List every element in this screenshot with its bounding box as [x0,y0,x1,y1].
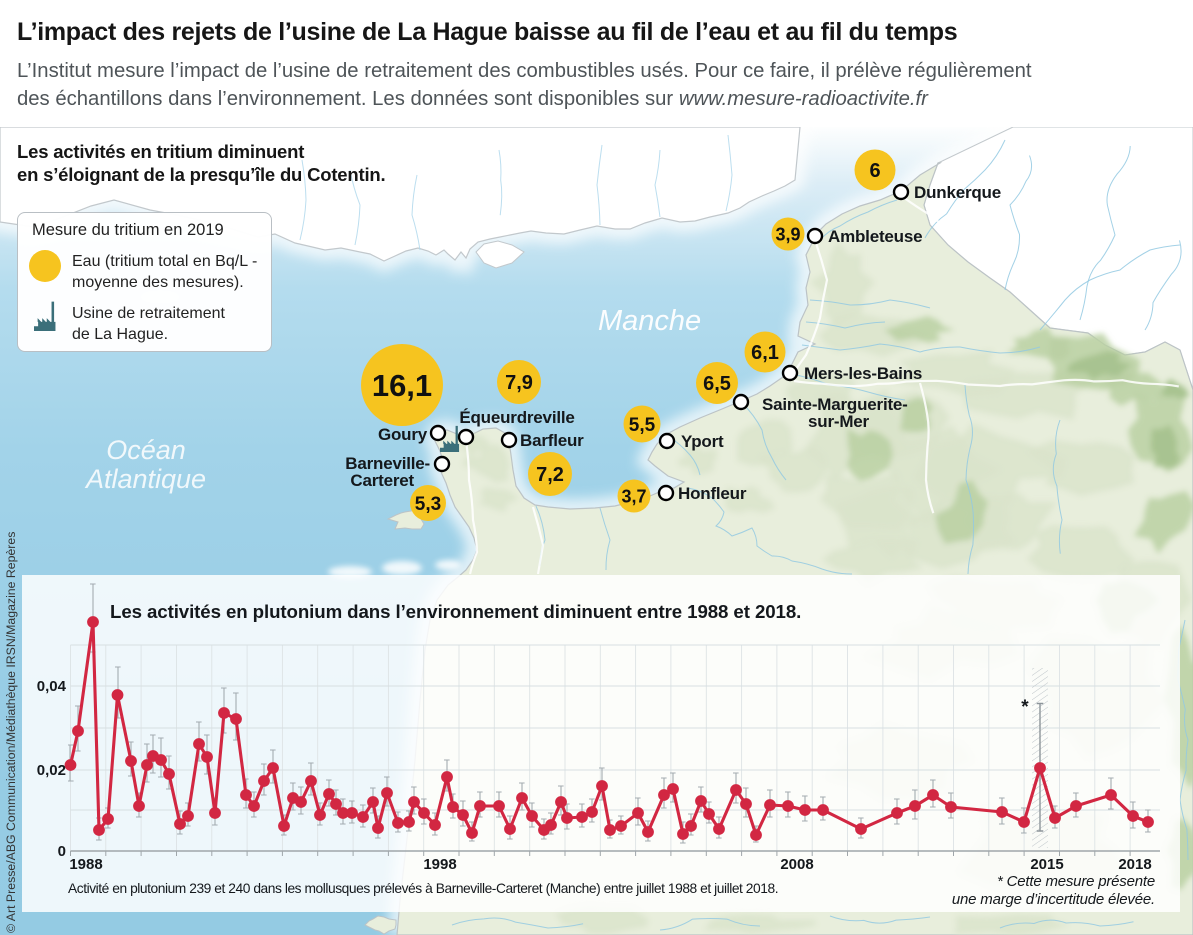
svg-text:sur-Mer: sur-Mer [808,412,870,431]
svg-text:2018: 2018 [1118,856,1151,873]
svg-text:*: * [1021,697,1029,718]
svg-text:Activité en plutonium 239 et 2: Activité en plutonium 239 et 240 dans le… [68,881,778,896]
svg-text:6,5: 6,5 [703,373,731,395]
svg-text:0: 0 [58,843,66,860]
svg-text:1998: 1998 [423,856,456,873]
svg-text:Barneville-: Barneville- [345,454,430,473]
svg-text:Ambleteuse: Ambleteuse [828,227,922,246]
svg-text:0,04: 0,04 [37,678,67,695]
svg-text:Sainte-Marguerite-: Sainte-Marguerite- [762,395,908,414]
svg-text:3,9: 3,9 [775,224,800,244]
svg-text:2015: 2015 [1030,856,1063,873]
svg-text:7,2: 7,2 [536,464,564,486]
svg-text:5,5: 5,5 [629,415,656,436]
svg-text:0,02: 0,02 [37,762,66,779]
svg-text:Barfleur: Barfleur [520,431,584,450]
svg-text:2008: 2008 [780,856,813,873]
svg-text:Carteret: Carteret [350,471,414,490]
svg-text:* Cette mesure présente: * Cette mesure présente [997,873,1155,890]
svg-text:Honfleur: Honfleur [678,484,747,503]
svg-text:6,1: 6,1 [751,342,779,364]
svg-text:Équeurdreville: Équeurdreville [459,408,574,427]
svg-text:Manche: Manche [598,305,701,337]
svg-text:une marge d’incertitude élevée: une marge d’incertitude élevée. [952,891,1155,908]
svg-text:Les activités en plutonium dan: Les activités en plutonium dans l’enviro… [110,601,801,622]
svg-text:7,9: 7,9 [505,372,533,394]
svg-text:6: 6 [869,160,880,182]
svg-text:Yport: Yport [681,432,724,451]
svg-text:Goury: Goury [378,425,428,444]
svg-text:Dunkerque: Dunkerque [914,183,1001,202]
svg-text:3,7: 3,7 [621,486,646,506]
svg-text:Mers-les-Bains: Mers-les-Bains [804,364,922,383]
svg-text:1988: 1988 [69,856,102,873]
svg-text:16,1: 16,1 [372,368,432,403]
svg-text:5,3: 5,3 [415,494,441,515]
svg-text:Atlantique: Atlantique [84,464,206,494]
svg-text:Océan: Océan [106,435,186,465]
